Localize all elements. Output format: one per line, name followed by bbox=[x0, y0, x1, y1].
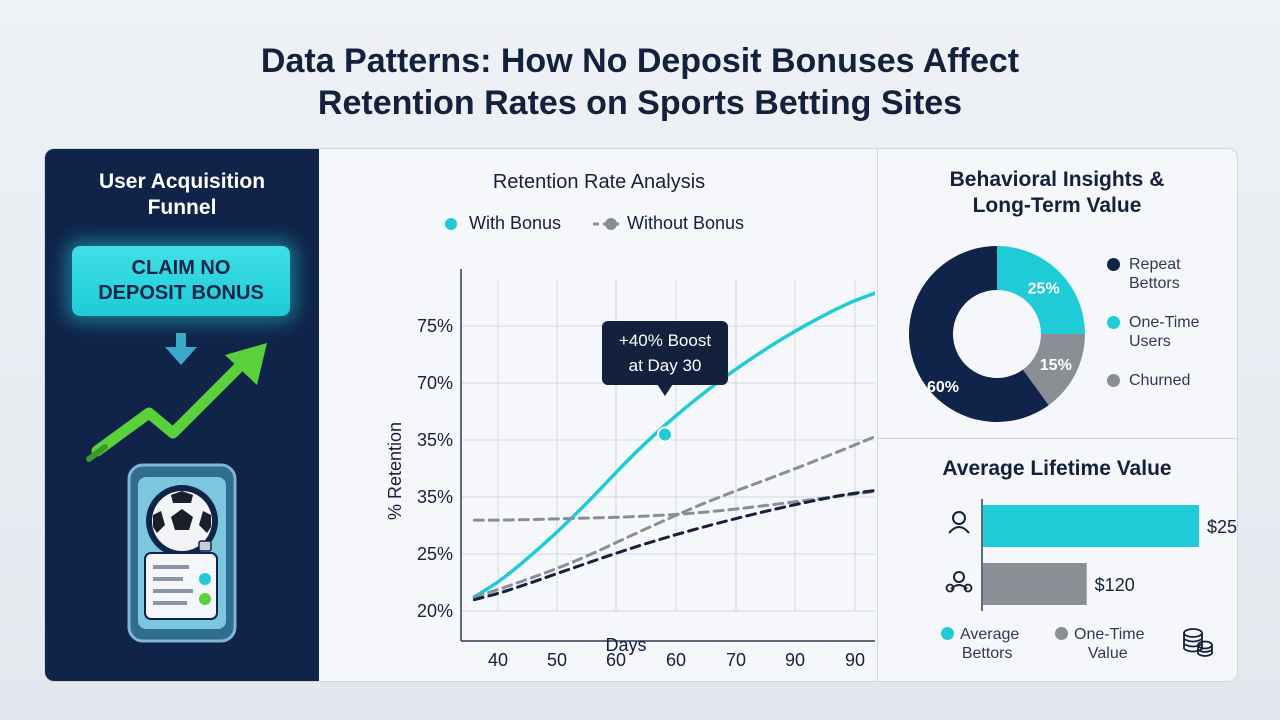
ltv-legend-one-time-label-1: One-Time bbox=[1074, 626, 1145, 643]
claim-button-line-2: DEPOSIT BONUS bbox=[98, 282, 264, 304]
y-tick-label: 35% bbox=[417, 487, 453, 507]
x-tick-label: 60 bbox=[606, 650, 626, 669]
legend-one-time-users: One-Time Users bbox=[1107, 313, 1209, 351]
donut-slice-repeat-bettors bbox=[909, 246, 1049, 422]
legend-with-bonus-marker bbox=[445, 217, 457, 230]
ltv-legend-one-time: One-Time Value bbox=[1055, 625, 1145, 663]
legend-with-bonus-label: With Bonus bbox=[469, 213, 562, 233]
legend-churned: Churned bbox=[1107, 371, 1209, 390]
legend-repeat-label: Repeat Bettors bbox=[1129, 256, 1181, 292]
growth-arrow-icon bbox=[86, 343, 267, 462]
y-tick-label: 35% bbox=[417, 430, 453, 450]
legend-churned-label: Churned bbox=[1129, 372, 1191, 389]
funnel-illustration bbox=[86, 333, 267, 643]
legend-without-bonus-marker bbox=[593, 217, 619, 230]
legend-churned-dot bbox=[1107, 374, 1120, 387]
ltv-legend-average: Average Bettors bbox=[941, 625, 1019, 663]
ltv-bar-1 bbox=[983, 563, 1087, 605]
donut-slice-churned bbox=[1022, 334, 1085, 406]
x-tick-label: 90 bbox=[845, 650, 865, 669]
page-title-line-2: Retention Rates on Sports Betting Sites bbox=[317, 84, 963, 122]
behavioral-insights-title: Behavioral Insights & Long-Term Value bbox=[877, 167, 1237, 219]
ltv-legend-average-dot bbox=[941, 627, 954, 640]
donut-label: 15% bbox=[1040, 357, 1072, 374]
legend-one-time-dot bbox=[1107, 316, 1120, 329]
y-axis-label: % Retention bbox=[385, 422, 405, 520]
divider-right bbox=[877, 149, 878, 681]
ltv-value-label: $250 bbox=[1207, 517, 1237, 537]
annotation-marker bbox=[656, 426, 673, 443]
annotation-line-1: +40% Boost bbox=[619, 331, 711, 350]
lifetime-value-title: Average Lifetime Value bbox=[942, 457, 1172, 480]
donut-slice-one-time-users bbox=[997, 246, 1085, 334]
chart-grid bbox=[461, 279, 875, 612]
page-title-line-1: Data Patterns: How No Deposit Bonuses Af… bbox=[260, 42, 1020, 80]
legend-repeat-bettors: Repeat Bettors bbox=[1107, 255, 1209, 293]
legend-without-bonus-label: Without Bonus bbox=[627, 213, 745, 233]
funnel-title-line-2: Funnel bbox=[147, 196, 217, 219]
annotation-box bbox=[602, 321, 728, 385]
x-tick-label: 40 bbox=[488, 650, 508, 669]
y-tick-label: 70% bbox=[417, 373, 453, 393]
funnel-title-line-1: User Acquisition bbox=[98, 170, 266, 193]
x-axis-label: Days bbox=[605, 635, 646, 655]
phone-icon bbox=[127, 463, 237, 643]
chart-axes bbox=[460, 269, 875, 642]
ltv-legend-one-time-dot bbox=[1055, 627, 1068, 640]
series-line-2 bbox=[472, 434, 875, 599]
user-group-icon bbox=[945, 571, 973, 593]
claim-button-line-1: CLAIM NO bbox=[131, 257, 231, 279]
ltv-value-label: $120 bbox=[1095, 575, 1135, 595]
retention-chart-title: Retention Rate Analysis bbox=[492, 171, 706, 193]
behavior-donut-chart: 25% 15% 60% bbox=[909, 246, 1085, 422]
user-icon bbox=[948, 511, 970, 534]
ltv-legend-one-time-label-2: Value bbox=[1087, 645, 1128, 662]
x-tick-label: 50 bbox=[547, 650, 567, 669]
retention-line-chart: 40 50 60 60 70 90 90 20% 25% 35% 35% 70% 75% +40% Bo… bbox=[385, 269, 875, 669]
divider-right-horizontal bbox=[877, 438, 1237, 439]
legend-without-bonus: Without Bonus bbox=[593, 213, 744, 234]
coin-stack-icon bbox=[1183, 628, 1213, 657]
chart-series bbox=[472, 291, 875, 602]
legend-repeat-dot bbox=[1107, 258, 1120, 271]
y-tick-label: 20% bbox=[417, 601, 453, 621]
ltv-legend-average-label-1: Average bbox=[960, 626, 1020, 643]
ltv-bar-0 bbox=[983, 505, 1199, 547]
chart-annotation: +40% Boost at Day 30 bbox=[602, 321, 728, 443]
soccer-ball-icon bbox=[146, 485, 218, 557]
lifetime-value-bar-chart: $250 $120 bbox=[945, 499, 1237, 611]
legend-one-time-label: One-Time Users bbox=[1129, 314, 1200, 350]
behavioral-title-line-2: Long-Term Value bbox=[972, 194, 1142, 217]
down-arrow-icon bbox=[165, 333, 197, 365]
dashboard-card: User Acquisition Funnel CLAIM NO DEPOSIT… bbox=[44, 148, 1238, 682]
x-tick-label: 90 bbox=[785, 650, 805, 669]
series-line-3 bbox=[472, 489, 875, 602]
funnel-title: User Acquisition Funnel bbox=[45, 169, 319, 221]
bet-slip-icon bbox=[144, 540, 218, 620]
chart-tick-labels: 40 50 60 60 70 90 90 20% 25% 35% 35% 70% 75% bbox=[417, 316, 865, 669]
ltv-legend-average-label-2: Bettors bbox=[961, 645, 1013, 662]
y-tick-label: 75% bbox=[417, 316, 453, 336]
series-line-0 bbox=[472, 291, 875, 599]
annotation-line-2: at Day 30 bbox=[629, 356, 702, 375]
annotation-pointer bbox=[656, 384, 673, 396]
legend-with-bonus: With Bonus bbox=[443, 213, 561, 234]
behavioral-title-line-1: Behavioral Insights & bbox=[949, 168, 1165, 191]
claim-bonus-button[interactable]: CLAIM NO DEPOSIT BONUS bbox=[72, 246, 290, 316]
x-tick-label: 70 bbox=[726, 650, 746, 669]
x-tick-label: 60 bbox=[666, 650, 686, 669]
donut-label: 25% bbox=[1028, 280, 1060, 297]
donut-label: 60% bbox=[927, 379, 959, 396]
acquisition-funnel-panel: User Acquisition Funnel CLAIM NO DEPOSIT… bbox=[45, 149, 319, 681]
page-title: Data Patterns: How No Deposit Bonuses Af… bbox=[140, 40, 1140, 124]
donut-legend: Repeat Bettors One-Time Users Churned bbox=[1107, 255, 1209, 390]
y-tick-label: 25% bbox=[417, 544, 453, 564]
